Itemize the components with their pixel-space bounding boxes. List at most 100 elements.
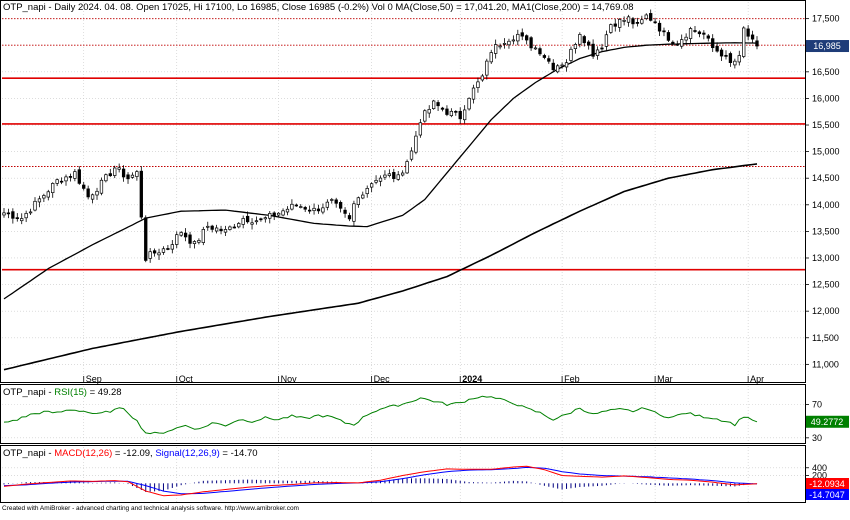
candle: [338, 200, 343, 213]
rsi-pane[interactable]: [0, 384, 806, 444]
candle-body: [724, 55, 728, 57]
candle: [37, 195, 42, 208]
candle: [175, 231, 179, 249]
candle: [343, 207, 347, 218]
date-tick-label: Feb: [564, 374, 580, 384]
candle: [210, 224, 214, 233]
candle-body: [733, 60, 737, 66]
candle-body: [631, 18, 635, 25]
candle-body: [64, 176, 68, 182]
price-tick-label: 16,500: [812, 67, 840, 77]
candle: [259, 217, 263, 222]
candle: [312, 203, 316, 215]
candle: [560, 62, 564, 69]
rsi-tick-label: 30: [812, 433, 822, 443]
candle: [715, 42, 719, 53]
candle-body: [276, 212, 281, 216]
candle-body: [179, 232, 183, 236]
candle-body: [644, 14, 648, 19]
candle: [130, 172, 135, 179]
candle-body: [737, 55, 741, 63]
candle-body: [95, 190, 99, 196]
candle-body: [206, 225, 210, 228]
candle: [458, 107, 462, 124]
candle: [383, 170, 387, 181]
macd-pane[interactable]: [0, 445, 806, 503]
candle: [418, 118, 423, 138]
candle: [494, 39, 498, 59]
candle-body: [414, 135, 418, 153]
candle: [73, 169, 77, 182]
rsi-value-box: 49.2772: [806, 415, 849, 428]
candle-body: [197, 240, 201, 243]
candle: [117, 163, 121, 173]
candle: [157, 248, 161, 260]
candle-body: [587, 41, 591, 46]
candle-body: [409, 150, 414, 160]
price-pane[interactable]: [0, 0, 806, 383]
candle-body: [400, 172, 405, 176]
candle-body: [378, 177, 383, 182]
candle: [6, 208, 11, 219]
candle-body: [750, 34, 755, 40]
candle: [290, 199, 294, 211]
candle-body: [321, 207, 325, 213]
candle: [547, 55, 551, 64]
candle-body: [250, 222, 254, 225]
candle: [33, 197, 37, 212]
candle-body: [405, 161, 409, 174]
candle-body: [684, 36, 688, 41]
candle-body: [334, 199, 338, 204]
candle-body: [626, 16, 631, 23]
candle: [507, 38, 511, 49]
candle-body: [715, 45, 719, 52]
candle: [556, 64, 560, 74]
candle: [485, 58, 489, 80]
candle: [644, 13, 648, 21]
candle-body: [706, 35, 710, 39]
candle-body: [268, 213, 272, 219]
candle: [361, 191, 365, 200]
candle: [347, 212, 352, 222]
signal-value-box: -14.7047: [806, 489, 849, 500]
candle-body: [662, 30, 666, 33]
ma200-line: [3, 163, 758, 371]
candle-body: [755, 40, 759, 47]
candle: [24, 210, 28, 223]
candle-body: [290, 203, 294, 210]
candle-body: [126, 174, 130, 180]
candle-body: [582, 36, 586, 44]
candle-body: [51, 183, 55, 194]
candle-body: [82, 184, 86, 189]
candle-body: [245, 215, 250, 223]
candle: [64, 174, 68, 186]
candle-body: [604, 34, 609, 47]
candle: [254, 216, 259, 225]
candle-body: [347, 215, 352, 220]
candle-body: [476, 81, 480, 88]
candle: [516, 29, 520, 46]
candle-body: [281, 210, 285, 216]
signal-title-value: = -14.70: [220, 448, 258, 459]
candle-body: [609, 24, 613, 33]
macd-value-label: -12.0934: [809, 479, 845, 489]
candle-body: [742, 27, 746, 57]
candle: [144, 215, 148, 263]
candle: [432, 99, 436, 110]
candle: [206, 221, 210, 231]
price-tick-label: 14,000: [812, 200, 840, 210]
candle: [613, 18, 617, 32]
price-tick-label: 15,500: [812, 120, 840, 130]
candle: [77, 166, 81, 185]
candle: [635, 17, 640, 27]
candle: [653, 18, 657, 24]
candle: [223, 225, 228, 237]
date-tick-label: Apr: [750, 374, 764, 384]
candle-body: [578, 34, 582, 45]
ma50-path: [3, 42, 758, 300]
rsi-grid: [2, 386, 805, 443]
candle: [95, 187, 99, 200]
candle: [529, 36, 533, 51]
rsi-line: [3, 395, 758, 435]
